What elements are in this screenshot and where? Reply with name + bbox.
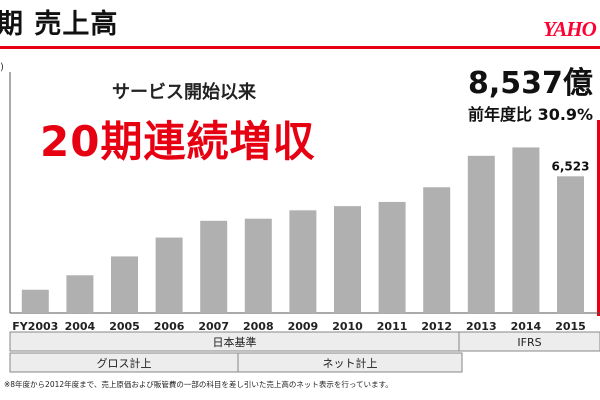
x-tick-2005: 2005 xyxy=(109,320,140,333)
highlight-edge-bar xyxy=(597,120,600,316)
bar-2014 xyxy=(512,147,540,313)
x-tick-2008: 2008 xyxy=(243,320,274,333)
bar-2007 xyxy=(200,220,228,313)
bar-2006 xyxy=(155,237,183,313)
bar-2015 xyxy=(557,176,584,313)
x-tick-2006: 2006 xyxy=(154,320,185,333)
group-label-0-0: 日本基準 xyxy=(213,335,257,349)
bar-2005 xyxy=(111,256,138,313)
x-tick-FY2003: FY2003 xyxy=(12,320,58,333)
x-tick-2007: 2007 xyxy=(198,320,229,333)
bar-FY2003 xyxy=(21,289,49,313)
data-labels-group: 6,523 xyxy=(552,159,590,173)
x-tick-2014: 2014 xyxy=(511,320,542,333)
bar-2004 xyxy=(66,275,94,313)
x-tick-2010: 2010 xyxy=(332,320,363,333)
x-tick-2009: 2009 xyxy=(288,320,319,333)
x-tick-2013: 2013 xyxy=(466,320,497,333)
x-tick-2004: 2004 xyxy=(65,320,96,333)
axis-unit-fragment: ) xyxy=(0,62,4,73)
title-underline xyxy=(0,46,600,49)
group-label-1-1: ネット計上 xyxy=(323,356,378,370)
yoy-growth-text: 前年度比 30.9% xyxy=(468,105,594,124)
yahoo-logo: YAHO xyxy=(543,17,597,41)
x-tick-labels-group: FY2003 2004 2005 2006 2007 2008 2009 2010 2011 20… xyxy=(12,320,586,333)
group-label-1-0: グロス計上 xyxy=(97,356,152,370)
growth-headline: 20期連続増収 xyxy=(40,117,316,166)
total-sales-value: 8,537億 xyxy=(468,66,593,101)
x-tick-2015: 2015 xyxy=(555,320,586,333)
page-title: 期 売上高 xyxy=(0,9,119,40)
group-band-1-1 xyxy=(237,352,463,373)
bar-2008 xyxy=(244,218,272,313)
bars-group xyxy=(21,147,584,313)
bar-2012 xyxy=(423,187,451,313)
group-band-0-1 xyxy=(458,331,600,352)
bar-2010 xyxy=(334,206,361,313)
x-tick-2012: 2012 xyxy=(421,320,452,333)
service-since-text: サービス開始以来 xyxy=(112,82,256,103)
bar-2013 xyxy=(467,155,495,313)
group-label-0-1: IFRS xyxy=(517,336,541,349)
bar-2011 xyxy=(378,201,406,313)
x-tick-2011: 2011 xyxy=(377,320,408,333)
data-label-2015: 6,523 xyxy=(552,159,590,173)
footnote: ※8年度から2012年度まで、売上原価および販管費の一部の科目を差し引いた売上高… xyxy=(4,380,393,389)
bar-2009 xyxy=(289,210,317,313)
accounting-group-rows: 日本基準 IFRS グロス計上 ネット計上 xyxy=(9,331,600,373)
